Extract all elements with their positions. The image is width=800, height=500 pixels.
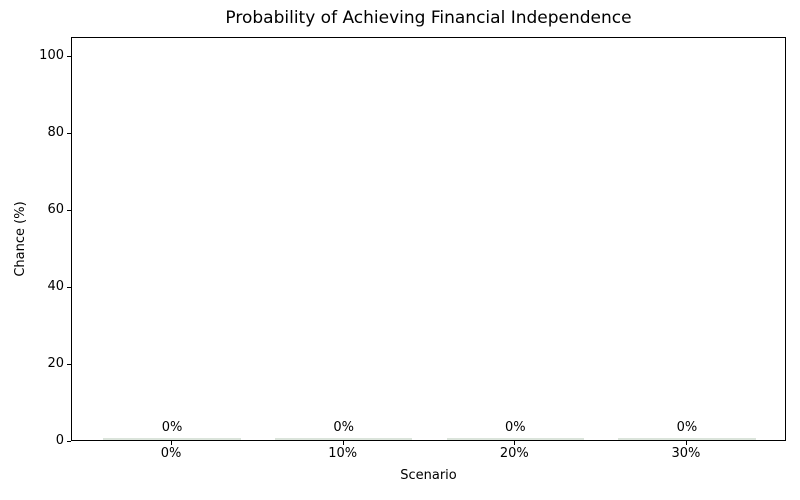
x-tick-mark	[685, 441, 687, 445]
y-tick-mark	[67, 132, 71, 134]
y-tick-label: 0	[55, 433, 64, 448]
x-tick-label: 20%	[499, 446, 529, 461]
y-tick-mark	[67, 55, 71, 57]
y-tick-mark	[67, 286, 71, 288]
bar-value-label: 0%	[161, 420, 183, 435]
y-tick-label: 80	[47, 125, 64, 141]
x-tick-label: 0%	[160, 446, 182, 461]
bar-value-label: 0%	[333, 420, 354, 435]
bar-value-label: 0%	[504, 420, 526, 435]
x-tick-mark	[514, 441, 516, 445]
bar-value-label: 0%	[676, 420, 698, 435]
plot-area: 0% 0% 0% 0%	[71, 37, 786, 441]
y-tick-label: 60	[47, 202, 64, 218]
y-axis-label: Chance (%)	[13, 201, 28, 277]
x-tick-mark	[342, 441, 344, 445]
y-tick-mark	[67, 209, 71, 211]
bar-20%	[446, 438, 584, 440]
x-axis-label: Scenario	[400, 468, 457, 483]
chart-title: Probability of Achieving Financial Indep…	[225, 8, 632, 28]
y-tick-label: 20	[47, 356, 64, 372]
y-tick-mark	[67, 363, 71, 365]
y-tick-mark	[67, 440, 71, 442]
bar-10%	[275, 438, 413, 440]
y-tick-label: 100	[39, 48, 64, 64]
bar-0%	[103, 438, 241, 440]
x-tick-label: 30%	[671, 446, 701, 461]
bar-30%	[618, 438, 756, 440]
x-tick-label: 10%	[328, 446, 358, 461]
y-tick-label: 40	[47, 279, 64, 295]
x-tick-mark	[171, 441, 173, 445]
